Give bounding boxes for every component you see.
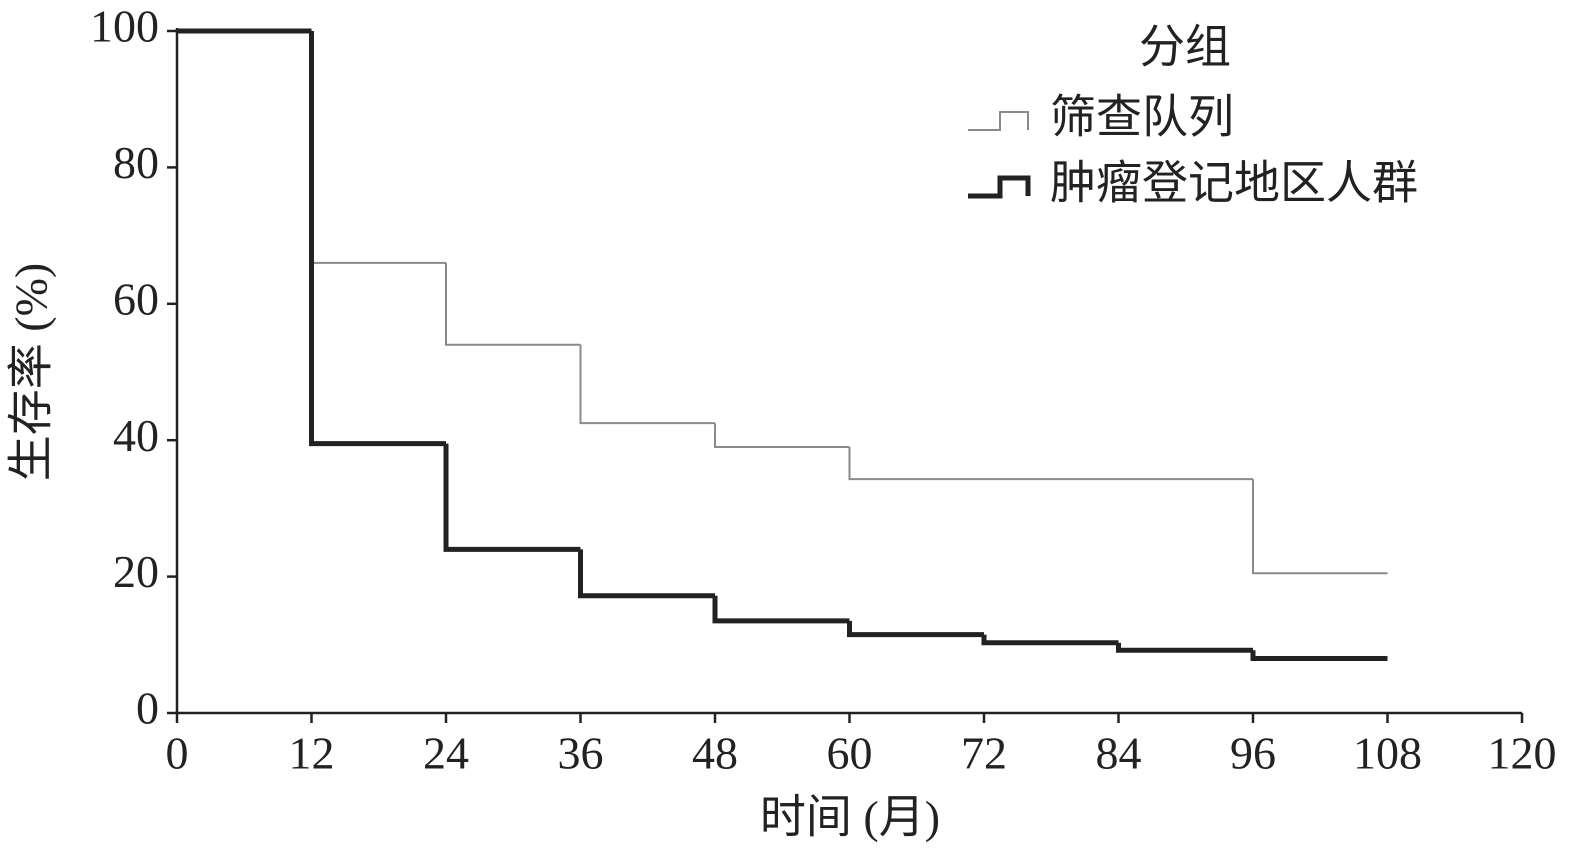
legend-marker bbox=[968, 175, 1031, 199]
legend-marker bbox=[968, 111, 1029, 131]
y-tick-label: 60 bbox=[113, 273, 159, 324]
survival-step bbox=[1252, 479, 1388, 575]
survival-step bbox=[712, 595, 850, 624]
y-axis-label: 生存率 (%) bbox=[6, 263, 57, 481]
legend-label: 筛查队列 bbox=[1050, 92, 1234, 143]
survival-step bbox=[714, 423, 850, 449]
survival-step bbox=[310, 31, 446, 264]
survival-step bbox=[579, 344, 715, 425]
survival-step bbox=[981, 634, 1119, 646]
survival-step bbox=[848, 447, 984, 481]
x-tick-label: 96 bbox=[1230, 728, 1276, 779]
x-tick-label: 108 bbox=[1353, 728, 1422, 779]
survival-step bbox=[443, 443, 581, 552]
y-tick-label: 100 bbox=[90, 1, 159, 52]
x-tick-label: 120 bbox=[1488, 728, 1557, 779]
x-tick-label: 60 bbox=[827, 728, 873, 779]
survival-step bbox=[847, 620, 984, 638]
x-tick-label: 48 bbox=[692, 728, 738, 779]
y-tick-label: 80 bbox=[113, 137, 159, 188]
x-tick-label: 72 bbox=[961, 728, 1007, 779]
y-tick-label: 40 bbox=[113, 410, 159, 461]
legend-label: 肿瘤登记地区人群 bbox=[1050, 158, 1418, 209]
y-tick-label: 0 bbox=[136, 683, 159, 734]
x-tick-label: 0 bbox=[166, 728, 189, 779]
survival-step bbox=[1116, 642, 1253, 653]
survival-step bbox=[445, 262, 581, 346]
y-tick-label: 20 bbox=[113, 546, 159, 597]
survival-step bbox=[578, 549, 715, 599]
x-tick-label: 24 bbox=[423, 728, 469, 779]
x-axis-label: 时间 (月) bbox=[760, 792, 940, 843]
x-tick-label: 12 bbox=[289, 728, 335, 779]
legend-title: 分组 bbox=[1139, 22, 1231, 73]
survival-step bbox=[1250, 650, 1388, 661]
x-tick-label: 36 bbox=[558, 728, 604, 779]
x-tick-label: 84 bbox=[1096, 728, 1142, 779]
survival-step bbox=[309, 31, 446, 447]
